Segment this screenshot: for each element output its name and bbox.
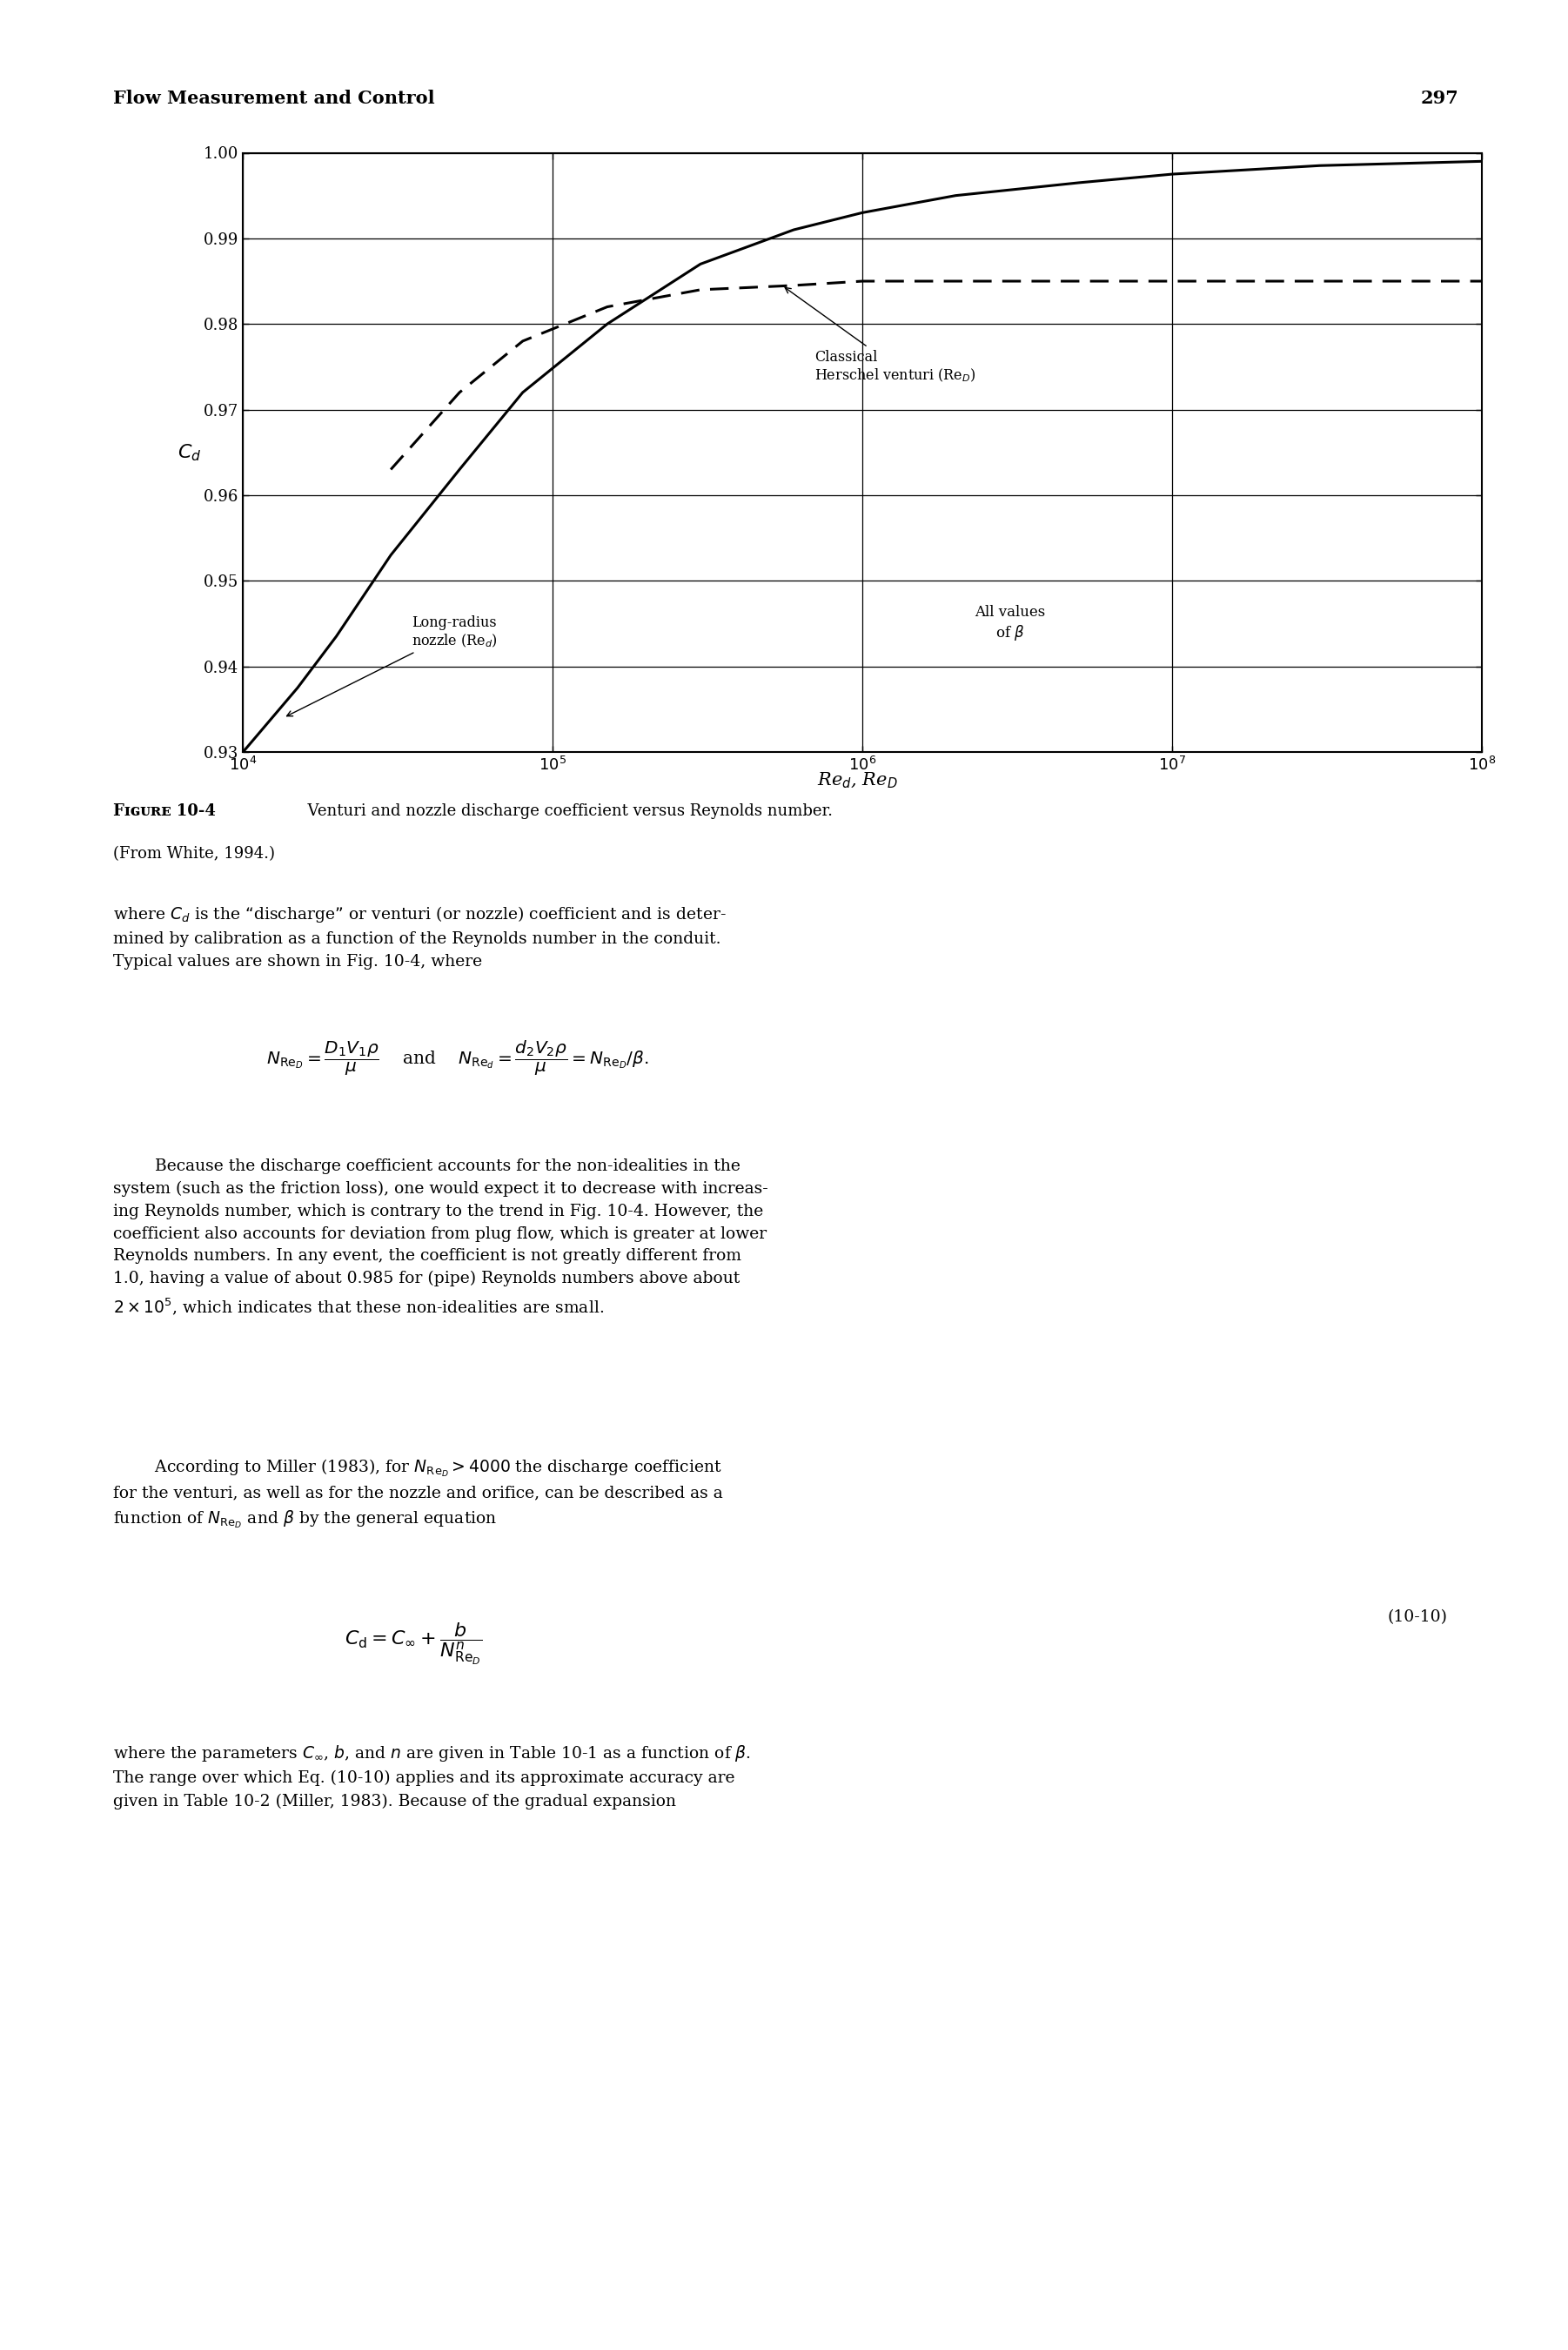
Text: 297: 297 [1421,89,1458,106]
Text: All values
of $\beta$: All values of $\beta$ [975,606,1046,642]
Text: Classical
Herschel venturi (Re$_D$): Classical Herschel venturi (Re$_D$) [786,287,975,383]
Text: According to Miller (1983), for $N_{\mathrm{Re}_D} > 4000$ the discharge coeffic: According to Miller (1983), for $N_{\mat… [113,1457,723,1530]
Text: (10-10): (10-10) [1388,1610,1447,1626]
Text: Long-radius
nozzle (Re$_d$): Long-radius nozzle (Re$_d$) [287,616,497,717]
Text: Venturi and nozzle discharge coefficient versus Reynolds number.: Venturi and nozzle discharge coefficient… [298,804,833,820]
Text: Re$_d$, Re$_D$: Re$_d$, Re$_D$ [817,771,898,790]
Text: Fɪɢᴜʀᴇ 10-4: Fɪɢᴜʀᴇ 10-4 [113,804,215,820]
Text: Because the discharge coefficient accounts for the non-idealities in the
system : Because the discharge coefficient accoun… [113,1159,768,1316]
Text: $C_\mathrm{d} = C_\infty + \dfrac{b}{N^n_{\mathrm{Re}_D}}$: $C_\mathrm{d} = C_\infty + \dfrac{b}{N^n… [345,1621,483,1666]
Text: where the parameters $C_\infty$, $b$, and $n$ are given in Table 10-1 as a funct: where the parameters $C_\infty$, $b$, an… [113,1744,751,1810]
Text: $N_{\mathrm{Re}_D} = \dfrac{D_1 V_1 \rho}{\mu}$$\quad$ and $\quad$$N_{\mathrm{Re: $N_{\mathrm{Re}_D} = \dfrac{D_1 V_1 \rho… [267,1039,649,1076]
Y-axis label: $C_d$: $C_d$ [177,442,201,463]
Text: (From White, 1994.): (From White, 1994.) [113,846,274,862]
Text: Flow Measurement and Control: Flow Measurement and Control [113,89,434,106]
Text: where $C_d$ is the “discharge” or venturi (or nozzle) coefficient and is deter-
: where $C_d$ is the “discharge” or ventur… [113,905,726,971]
